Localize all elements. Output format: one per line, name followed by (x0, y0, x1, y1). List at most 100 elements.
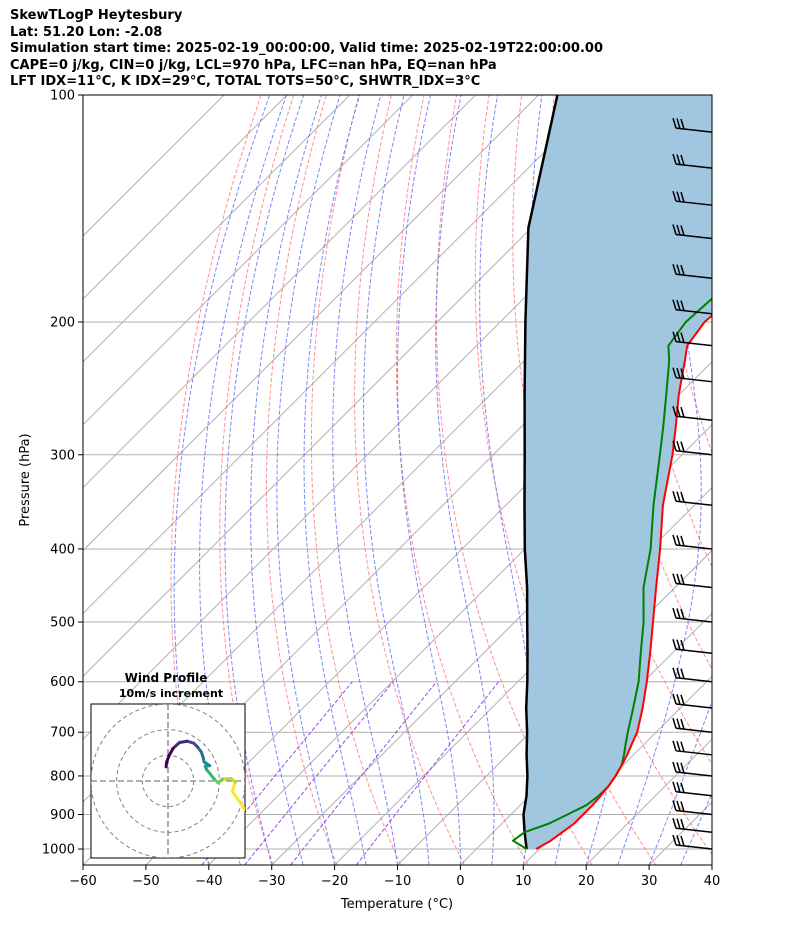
moist-adiabat-line (648, 699, 712, 865)
x-tick-label: −50 (132, 874, 159, 889)
wind-barb (672, 190, 713, 206)
wind-barb-staff (675, 415, 713, 422)
wind-barb (672, 440, 713, 456)
wind-barb-flag (676, 224, 681, 236)
wind-barb-staff (675, 648, 713, 654)
wind-barb (672, 667, 713, 683)
dewpoint-profile-line (512, 297, 712, 850)
moist-adiabat-line (224, 95, 305, 865)
wind-barb-staff (675, 582, 713, 589)
moist-adiabat-line (479, 95, 534, 865)
wind-barb-staff (675, 200, 713, 206)
wind-barb-flag (672, 740, 677, 752)
y-tick-label: 600 (50, 675, 75, 690)
mixing-ratio-line (244, 681, 394, 865)
hodograph-title: Wind Profile (125, 671, 208, 685)
wind-barb-staff (675, 376, 713, 383)
x-tick-label: 30 (641, 874, 658, 889)
stability-indices: LFT IDX=11°C, K IDX=29°C, TOTAL TOTS=50°… (10, 74, 481, 89)
wind-barb-flag (676, 299, 681, 311)
profile-lines (512, 95, 712, 850)
isotherm-line (83, 95, 288, 300)
wind-barb-staff (675, 617, 713, 623)
axis-ticks: −60 −50 −40 −30 −20 −10 0 10 20 30 40 100 200 300 400 5… (42, 89, 720, 890)
isotherm-line (522, 675, 712, 865)
cape-cin-shading (523, 95, 712, 849)
wind-barb-flag (680, 782, 685, 793)
hodograph-plot (91, 704, 245, 858)
wind-barb-flag (680, 535, 685, 547)
wind-barb (672, 367, 713, 383)
wind-barb-flag (680, 441, 685, 452)
moist-adiabat-line (332, 95, 398, 865)
y-tick-label: 700 (50, 726, 75, 741)
x-tick-label: −20 (321, 874, 348, 889)
wind-barb-flag (672, 693, 677, 705)
isotherm-line (83, 95, 414, 426)
wind-barb-staff (675, 308, 713, 315)
wind-barb-flag (680, 491, 685, 503)
x-tick-label: 40 (704, 874, 721, 889)
wind-barb-staff (675, 340, 713, 347)
wind-barb-flag (680, 718, 685, 730)
wind-barb-flag (672, 800, 677, 811)
wind-barb-staff (675, 127, 713, 133)
parcel-profile-line (522, 95, 559, 850)
isotherm-line (83, 95, 539, 552)
wind-barb-flag (672, 331, 677, 342)
wind-barb-staff (675, 809, 713, 816)
wind-barb-flag (680, 639, 685, 651)
hodograph-segment (237, 798, 245, 812)
wind-barb-flag (676, 191, 681, 202)
wind-barb-flag (676, 608, 681, 619)
y-tick-label: 1000 (42, 843, 75, 858)
isotherm-line (83, 95, 476, 489)
wind-barb-flag (676, 694, 681, 705)
hodograph-segment (230, 780, 237, 793)
dry-adiabat-line (265, 95, 338, 865)
wind-barb-flag (672, 224, 677, 235)
y-tick-label: 200 (50, 315, 75, 330)
wind-barb-flag (672, 117, 677, 129)
moist-adiabat-line (303, 95, 367, 865)
wind-barb-flag (680, 225, 685, 236)
x-tick-label: 10 (515, 874, 532, 889)
wind-barb (672, 534, 713, 550)
mixing-ratio-line (290, 681, 437, 865)
wind-barb (672, 761, 713, 777)
wind-barb (672, 693, 713, 709)
wind-barb-flag (680, 300, 685, 311)
location-coordinates: Lat: 51.20 Lon: -2.08 (10, 24, 163, 40)
wind-barb-flag (672, 639, 677, 650)
wind-barb-flag (680, 694, 685, 706)
cape-shaded-area (523, 95, 712, 849)
wind-barb-staff (675, 703, 713, 709)
isotherm-line (334, 486, 712, 865)
hodograph-segment (164, 760, 169, 769)
wind-barb-flag (672, 834, 677, 846)
y-tick-label: 300 (50, 448, 75, 463)
wind-barb-flag (680, 668, 685, 679)
wind-barb (672, 818, 713, 833)
wind-barb-flag (676, 535, 681, 546)
wind-barb-flag (672, 573, 677, 584)
wind-barb (672, 491, 713, 506)
mixing-ratio-line (355, 681, 499, 865)
convective-parameters: CAPE=0 j/kg, CIN=0 j/kg, LCL=970 hPa, LF… (10, 57, 497, 73)
wind-barb-flag (672, 491, 677, 502)
wind-barb-staff (675, 163, 713, 169)
wind-barb-flag (680, 801, 685, 812)
dry-adiabat-line (750, 95, 794, 865)
wind-barb-staff (675, 273, 713, 280)
chart-title: SkewTLogP Heytesbury (10, 8, 183, 23)
wind-barb-staff (675, 450, 713, 456)
dry-adiabat-line (395, 95, 529, 865)
x-tick-label: −40 (195, 874, 222, 889)
moist-adiabat-line (617, 95, 702, 865)
isotherm-line (711, 864, 712, 865)
wind-barb (672, 331, 713, 347)
wind-barb-flag (676, 118, 681, 129)
wind-barb-flag (676, 264, 681, 275)
dry-adiabat-line (782, 95, 794, 865)
